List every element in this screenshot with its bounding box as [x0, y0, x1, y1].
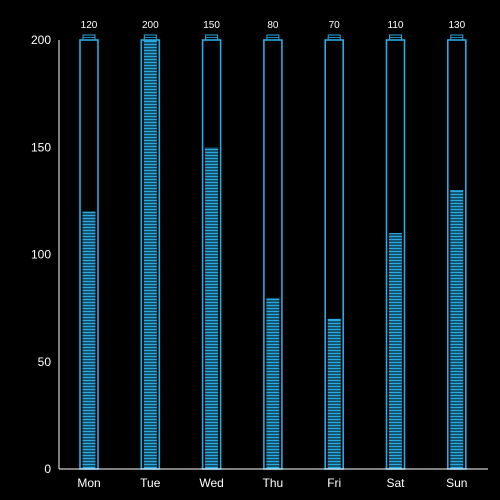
bar-segments — [205, 147, 219, 467]
bar-segments — [143, 42, 157, 467]
bar-tue — [140, 34, 161, 470]
x-tick-label-mon: Mon — [77, 476, 100, 490]
bar-segments — [266, 297, 280, 467]
bar-segments — [389, 234, 402, 467]
y-tick-label-150: 150 — [31, 140, 51, 154]
bar-fill — [205, 147, 219, 469]
y-tick-label-0: 0 — [44, 462, 51, 476]
chart-labels: 120 Mon 200 Tue 150 Wed 80 Thu 70 Fri 110 Sat 130 Sun… — [31, 20, 468, 490]
bar-fill — [450, 190, 464, 469]
data-label-tue: 200 — [142, 20, 159, 31]
x-tick-label-thu: Thu — [263, 476, 284, 490]
x-tick-label-tue: Tue — [140, 476, 161, 490]
y-tick-label-200: 200 — [31, 33, 51, 47]
bar-segments — [327, 321, 341, 467]
bar-fri — [324, 34, 345, 470]
data-label-mon: 120 — [81, 20, 98, 31]
bar-mon — [79, 34, 99, 470]
bar-segments — [450, 192, 464, 467]
data-label-fri: 70 — [329, 20, 341, 31]
x-tick-label-sat: Sat — [386, 476, 405, 490]
data-label-wed: 150 — [203, 20, 220, 31]
y-tick-label-50: 50 — [38, 355, 52, 369]
data-label-sat: 110 — [388, 20, 404, 31]
bar-segments — [82, 213, 96, 467]
bar-fill — [266, 297, 280, 469]
bar-fill — [143, 40, 157, 469]
x-tick-label-sun: Sun — [446, 476, 467, 490]
data-label-thu: 80 — [267, 20, 279, 31]
bar-sun — [446, 34, 467, 470]
y-tick-label-100: 100 — [31, 248, 51, 262]
axes — [58, 40, 488, 470]
bar-thu — [263, 34, 283, 470]
bar-series — [79, 34, 467, 470]
bar-sat — [385, 34, 406, 470]
bar-wed — [201, 34, 222, 470]
x-tick-label-fri: Fri — [327, 476, 341, 490]
data-label-sun: 130 — [448, 20, 465, 31]
x-tick-label-wed: Wed — [199, 476, 223, 490]
